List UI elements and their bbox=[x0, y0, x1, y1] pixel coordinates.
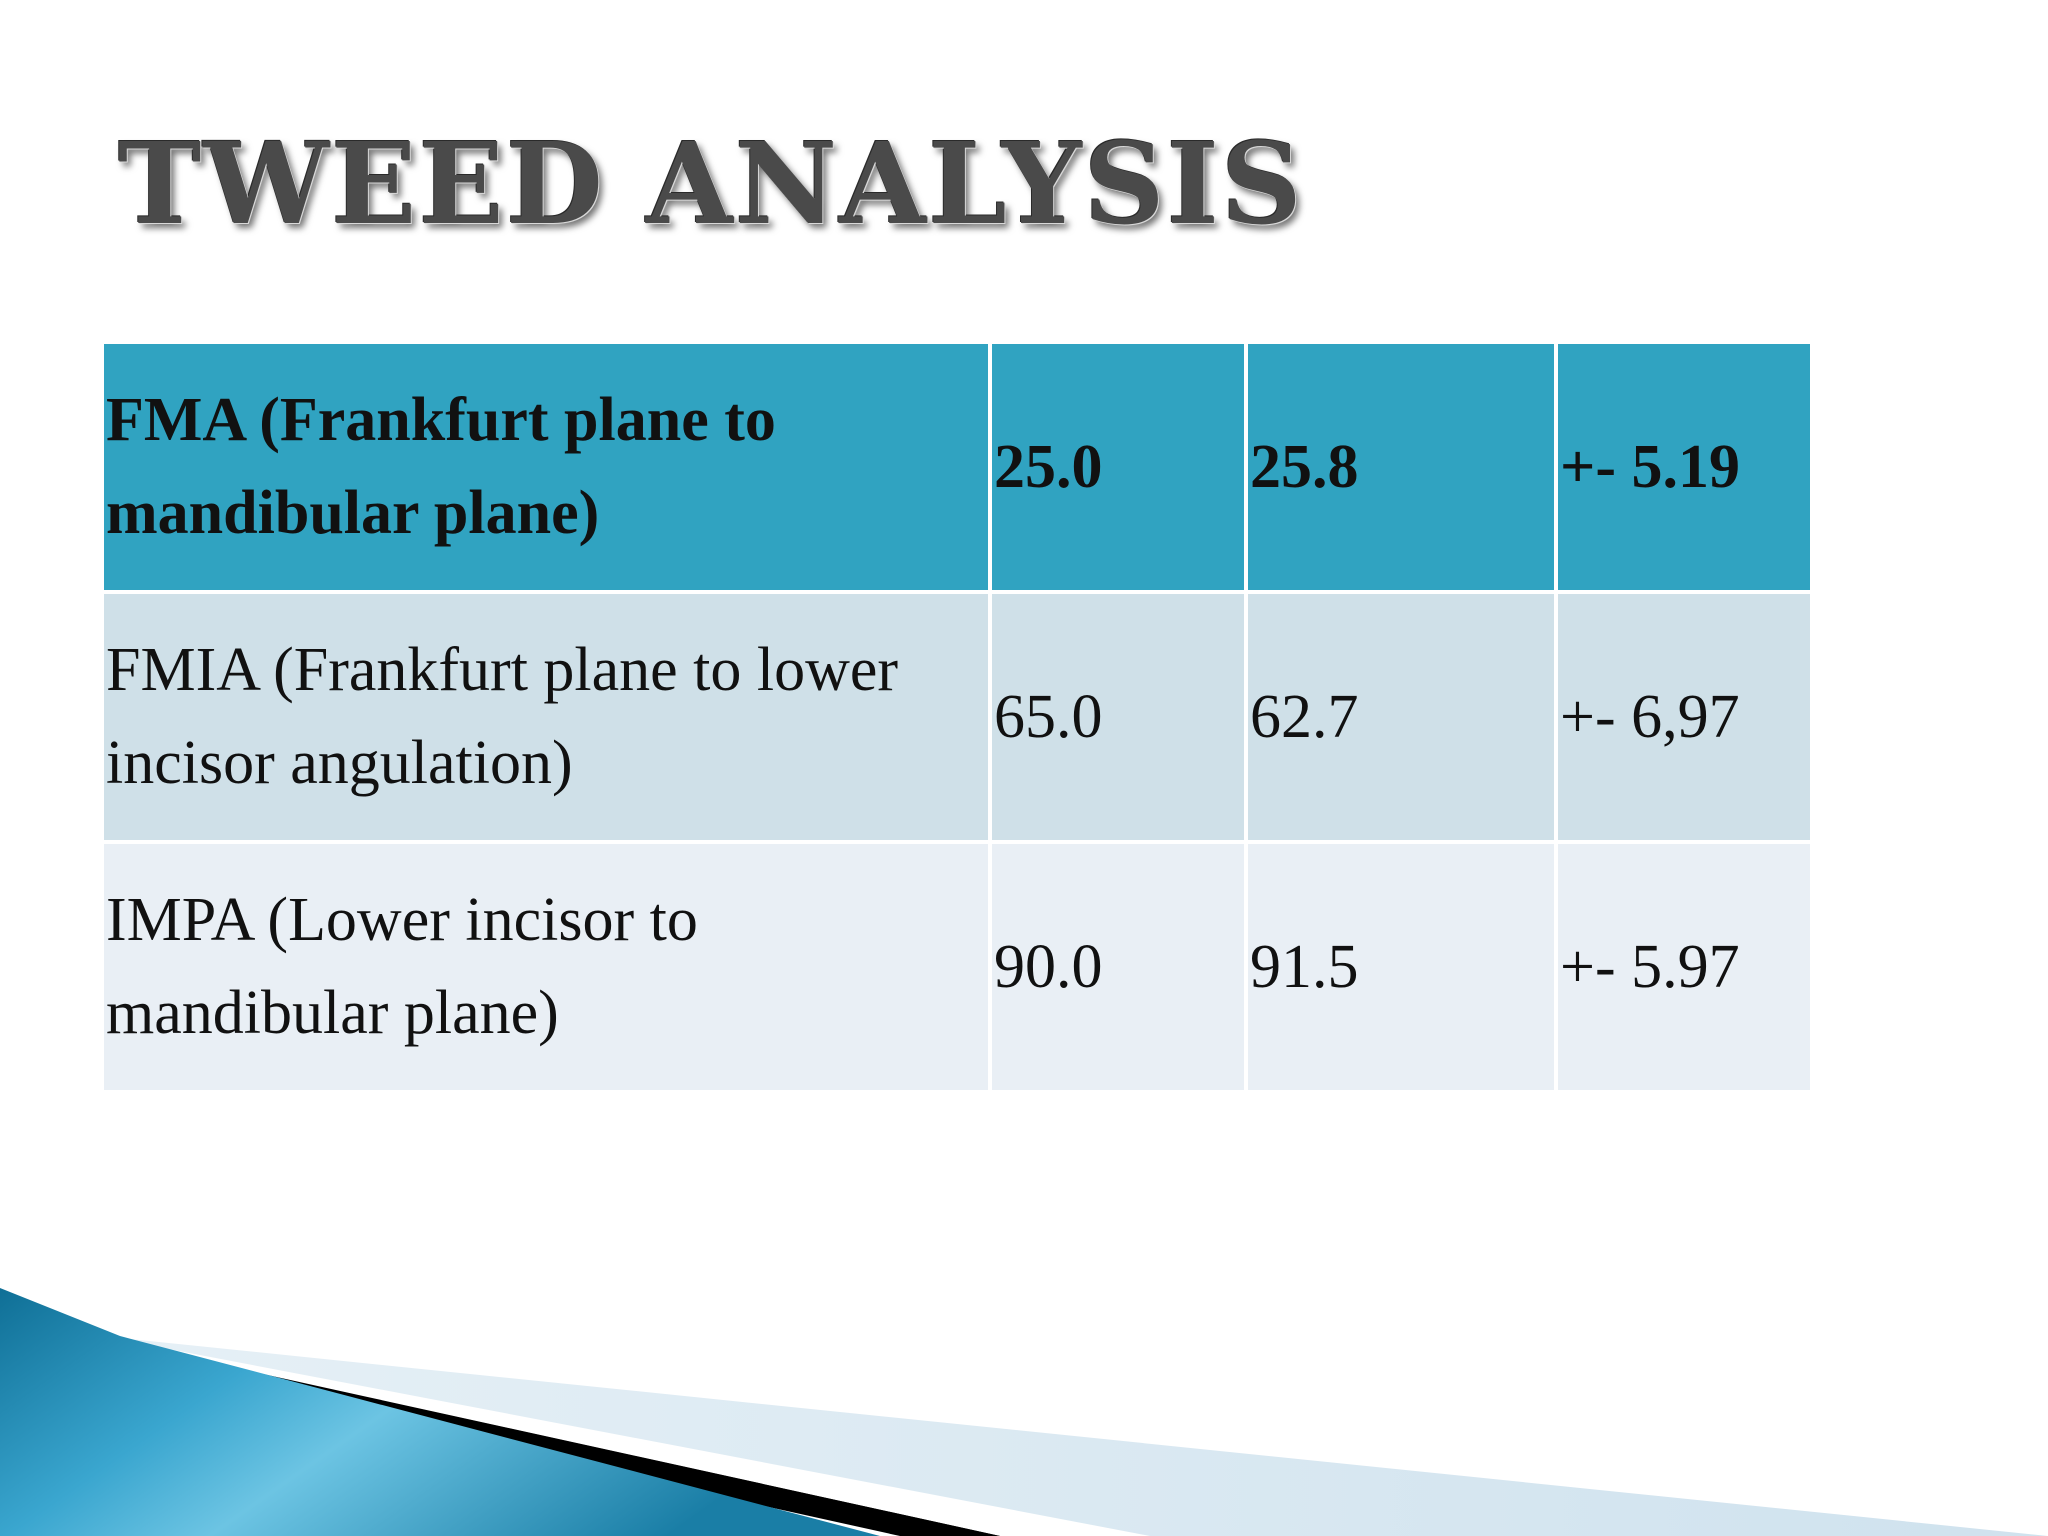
corner-swoosh-decoration bbox=[0, 1288, 2048, 1536]
value-1: 90.0 bbox=[992, 844, 1244, 1090]
value-1: 25.0 bbox=[992, 344, 1244, 590]
measurement-label: FMIA (Frankfurt plane to lower incisor a… bbox=[104, 594, 988, 840]
tweed-table: FMA (Frankfurt plane to mandibular plane… bbox=[104, 344, 1810, 1090]
slide-title: TWEED ANALYSIS bbox=[118, 119, 1304, 250]
table-row: FMIA (Frankfurt plane to lower incisor a… bbox=[104, 594, 1810, 840]
deviation-value: +- 5.19 bbox=[1558, 344, 1810, 590]
blue-swoosh-shape bbox=[0, 1288, 880, 1536]
deviation-value: +- 5.97 bbox=[1558, 844, 1810, 1090]
value-2: 25.8 bbox=[1248, 344, 1554, 590]
pale-sweep-shape bbox=[100, 1336, 2048, 1536]
value-2: 62.7 bbox=[1248, 594, 1554, 840]
value-2: 91.5 bbox=[1248, 844, 1554, 1090]
table-row: IMPA (Lower incisor to mandibular plane)… bbox=[104, 844, 1810, 1090]
measurement-label: IMPA (Lower incisor to mandibular plane) bbox=[104, 844, 988, 1090]
value-1: 65.0 bbox=[992, 594, 1244, 840]
measurement-label: FMA (Frankfurt plane to mandibular plane… bbox=[104, 344, 988, 590]
table-row: FMA (Frankfurt plane to mandibular plane… bbox=[104, 344, 1810, 590]
deviation-value: +- 6,97 bbox=[1558, 594, 1810, 840]
